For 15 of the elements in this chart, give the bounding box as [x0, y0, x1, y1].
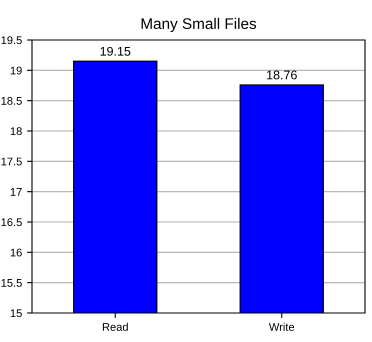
y-tick-label: 15.5 — [2, 279, 22, 287]
y-tick-label: 19 — [10, 66, 22, 74]
y-tick-label: 16 — [10, 248, 22, 256]
x-tick-label: Read — [102, 322, 128, 331]
data-label: 19.15 — [100, 46, 130, 56]
y-tick-label: 19.5 — [2, 36, 22, 44]
chart-title: Many Small Files — [142, 18, 256, 32]
y-tick-label: 18.5 — [2, 96, 22, 105]
data-label: 18.76 — [267, 70, 297, 80]
y-tick-label: 17.5 — [2, 158, 22, 166]
y-tick-label: 18 — [10, 127, 22, 136]
y-tick-label: 15 — [10, 309, 22, 318]
y-tick-label: 16.5 — [2, 218, 22, 226]
x-tick-label: Write — [268, 322, 294, 331]
y-tick-label: 17 — [10, 188, 22, 196]
